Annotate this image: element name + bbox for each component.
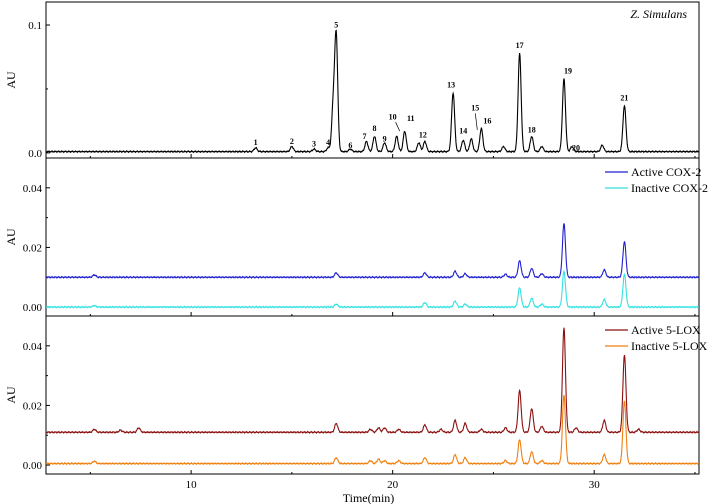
legend-label: Inactive COX-2 bbox=[631, 181, 708, 195]
peak-label: 6 bbox=[348, 141, 352, 150]
peak-label: 4 bbox=[326, 138, 330, 147]
y-tick-label: 0.02 bbox=[23, 400, 42, 412]
peak-label: 17 bbox=[516, 41, 524, 50]
y-axis-label: AU bbox=[4, 228, 18, 246]
peak-label: 1 bbox=[254, 138, 258, 147]
x-tick-label: 10 bbox=[186, 479, 198, 491]
x-tick-label: 30 bbox=[589, 479, 601, 491]
peak-label: 15 bbox=[471, 104, 479, 113]
series-line-inactive-5-lox bbox=[46, 394, 699, 466]
peak-label: 18 bbox=[528, 125, 536, 134]
x-axis-label: Time(min) bbox=[343, 491, 395, 504]
peak-label: 14 bbox=[459, 127, 467, 136]
y-axis-label: AU bbox=[4, 71, 18, 89]
peak-label: 2 bbox=[290, 137, 294, 146]
peak-label: 16 bbox=[483, 116, 491, 125]
peak-label: 12 bbox=[419, 131, 427, 140]
series-line-inactive-cox-2 bbox=[46, 269, 699, 309]
peak-label: 3 bbox=[312, 139, 316, 148]
peak-label: 5 bbox=[334, 21, 338, 30]
peak-leader-line bbox=[474, 113, 478, 130]
peak-leader-line bbox=[395, 122, 401, 132]
peak-label: 9 bbox=[383, 134, 387, 143]
chart-panel-2: 0.00 0.02 0.04 AU Active COX-2 Inactive COX-2 bbox=[4, 157, 708, 317]
y-axis-label: AU bbox=[4, 386, 18, 404]
peak-label: 11 bbox=[407, 114, 415, 123]
legend-label: Active 5-LOX bbox=[631, 323, 701, 337]
peak-label: 13 bbox=[447, 81, 455, 90]
y-tick-label: 0.00 bbox=[23, 302, 43, 314]
panel-frame bbox=[45, 315, 700, 475]
y-tick-label: 0.04 bbox=[23, 183, 43, 195]
peak-label: 7 bbox=[362, 132, 366, 141]
chart-panel-3: 0.00 0.02 0.04 10 20 30 AU Time(min) Active 5-LO… bbox=[4, 315, 708, 504]
series-line-active-cox-2 bbox=[46, 223, 699, 279]
y-tick-label: 0.04 bbox=[23, 341, 43, 353]
peak-label: 8 bbox=[373, 124, 377, 133]
panel-frame bbox=[45, 157, 700, 317]
sample-annotation: Z. Simulans bbox=[630, 7, 687, 21]
peak-label: 21 bbox=[620, 93, 628, 102]
legend: Active 5-LOX Inactive 5-LOX bbox=[605, 323, 708, 353]
y-tick-label: 0.0 bbox=[28, 148, 42, 160]
peak-label: 19 bbox=[564, 67, 572, 76]
peak-label: 10 bbox=[389, 113, 397, 122]
legend: Active COX-2 Inactive COX-2 bbox=[605, 165, 708, 195]
peak-label: 20 bbox=[572, 143, 580, 152]
series-line-sample bbox=[46, 29, 699, 154]
y-tick-label: 0.1 bbox=[28, 20, 42, 32]
y-tick-label: 0.00 bbox=[23, 460, 43, 472]
legend-label: Inactive 5-LOX bbox=[631, 339, 708, 353]
panel-frame bbox=[45, 1, 700, 159]
series-line-active-5-lox bbox=[46, 327, 699, 434]
x-tick-label: 20 bbox=[387, 479, 399, 491]
legend-label: Active COX-2 bbox=[631, 165, 701, 179]
y-tick-label: 0.02 bbox=[23, 242, 42, 254]
